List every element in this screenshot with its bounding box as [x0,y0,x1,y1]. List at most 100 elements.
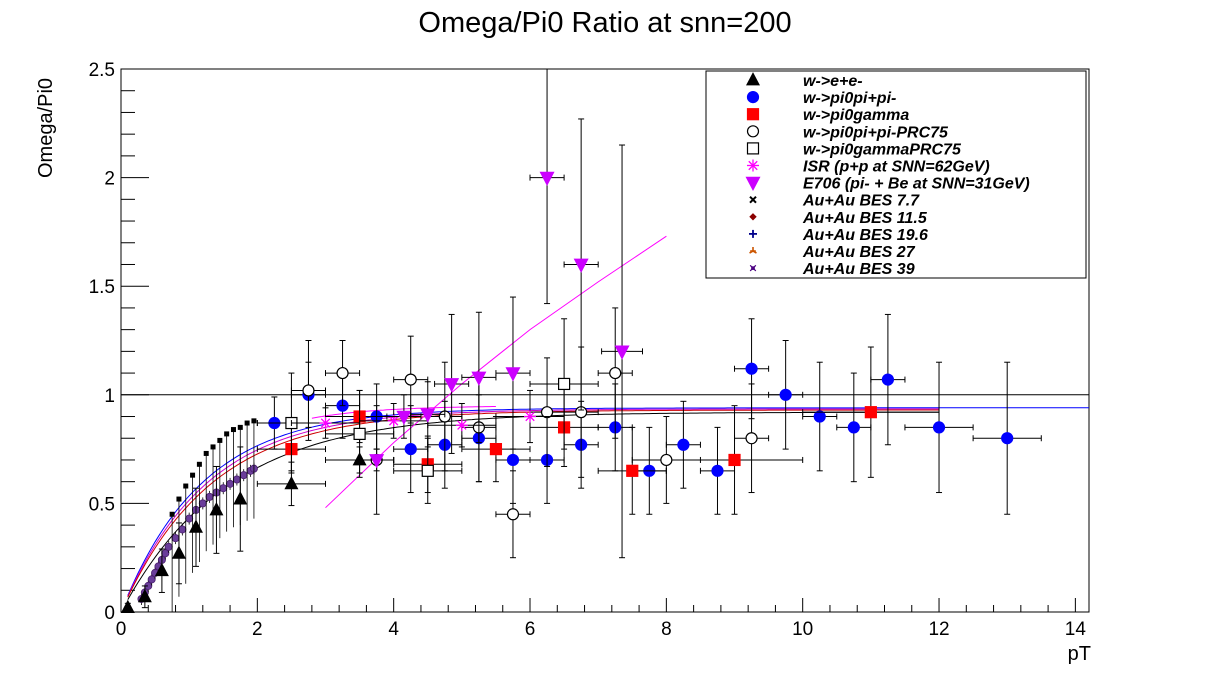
bes77-point [176,496,182,502]
data-point [881,373,895,386]
fit-curve [127,408,939,597]
fit-curve [127,407,1089,596]
x-tick-label: 6 [525,619,536,640]
plot-area: 0 2 4 6 8 10 12 14 0 0.5 1 1.5 2 2.5 [89,60,1090,640]
data-point [336,366,349,380]
data-point [614,345,630,360]
legend-marker [746,72,760,86]
data-point [319,417,332,430]
data-point [573,258,589,273]
data-point [540,406,554,419]
legend-marker [749,247,757,254]
marker-stroke [320,418,331,428]
legend-entry-label: w->e+e- [803,73,863,90]
legend-entry-label: Au+Au BES 7.7 [802,193,920,210]
y-tick-label: 0 [104,603,115,624]
bes77-point [224,431,230,437]
legend-entry-label: Au+Au BES 11.5 [802,210,928,227]
marker-stroke [748,160,758,171]
legend-entry-label: w->pi0gamma [803,107,909,124]
x-tick-label: 2 [252,619,263,640]
y-tick-label: 2.5 [89,60,115,81]
legend-entry-label: Au+Au BES 19.6 [802,227,928,244]
bes77-point [244,420,250,426]
data-point [506,453,520,467]
series-w-pi0pi-pi- [256,313,1042,515]
bes77-point [251,418,257,424]
data-point [444,378,460,393]
legend-entry-label: w->pi0pi+pi- [803,90,896,107]
bes77-point [169,511,175,517]
bes-point [171,534,180,543]
chart-title: Omega/Pi0 Ratio at snn=200 [418,7,791,39]
data-point [505,367,521,382]
data-point [420,408,436,423]
data-point [677,438,690,451]
bes-point [239,471,248,480]
legend-entry-label: Au+Au BES 39 [802,261,915,278]
bes77-point [237,424,243,430]
series-isr-p-p-at-snn-62gev- [290,389,565,448]
data-point [421,464,434,477]
bes-point [205,492,214,501]
bes77-point [190,472,196,478]
x-tick-label: 10 [792,619,813,640]
y-axis-label: Omega/Pi0 [35,78,57,178]
data-point [728,453,741,467]
legend-marker [746,108,760,121]
data-point [813,410,826,423]
marker-stroke [388,416,399,426]
x-tick-label: 12 [928,619,949,640]
data-point [471,371,487,386]
data-point [626,464,639,477]
data-point [302,384,315,397]
x-tick-label: 0 [116,619,127,640]
e706-fit-curve [325,235,667,509]
legend-entry-label: E706 (pi- + Be at SNN=31GeV) [803,176,1030,193]
marker-stroke [457,420,467,430]
legend: w->e+e-w->pi0pi+pi-w->pi0gammaw->pi0pi+p… [705,70,1087,279]
bes-point [198,499,207,508]
bes-point [147,575,156,584]
bes77-point [230,427,236,433]
legend-marker [746,125,760,138]
data-point [233,491,248,505]
bes77-point [210,444,216,450]
data-point [404,373,417,386]
x-axis-label: pT [1068,643,1091,665]
fit-curve [127,411,939,600]
series-w-e-e- [120,446,395,614]
data-point [353,427,366,440]
data-point [137,588,152,603]
plot-frame [120,68,1090,613]
marker-stroke [751,266,755,271]
data-point [557,377,571,391]
y-tick-label: 1.5 [89,277,115,298]
bes-point [226,479,235,488]
data-point [489,443,503,456]
legend-box [705,70,1087,279]
legend-marker [749,213,757,221]
marker-stroke [525,411,535,422]
x-tick-label: 14 [1065,619,1087,640]
data-point [609,366,622,380]
data-point [1001,432,1014,445]
data-point [779,388,792,401]
legend-entry-label: ISR (p+p at SNN=62GeV) [803,159,990,176]
data-point [396,410,412,425]
data-point [284,475,299,490]
bes-point [219,484,228,493]
data-point [745,432,758,445]
series-e706-pi-be-at-snn-31gev- [359,69,643,559]
bes-point [161,549,170,558]
bes77-point [196,461,202,467]
bes-point [178,525,187,534]
data-point [404,443,417,456]
legend-marker [746,142,760,155]
bes-point [232,475,241,484]
legend-marker [749,229,757,238]
legend-marker [746,90,760,104]
data-point [455,419,468,432]
